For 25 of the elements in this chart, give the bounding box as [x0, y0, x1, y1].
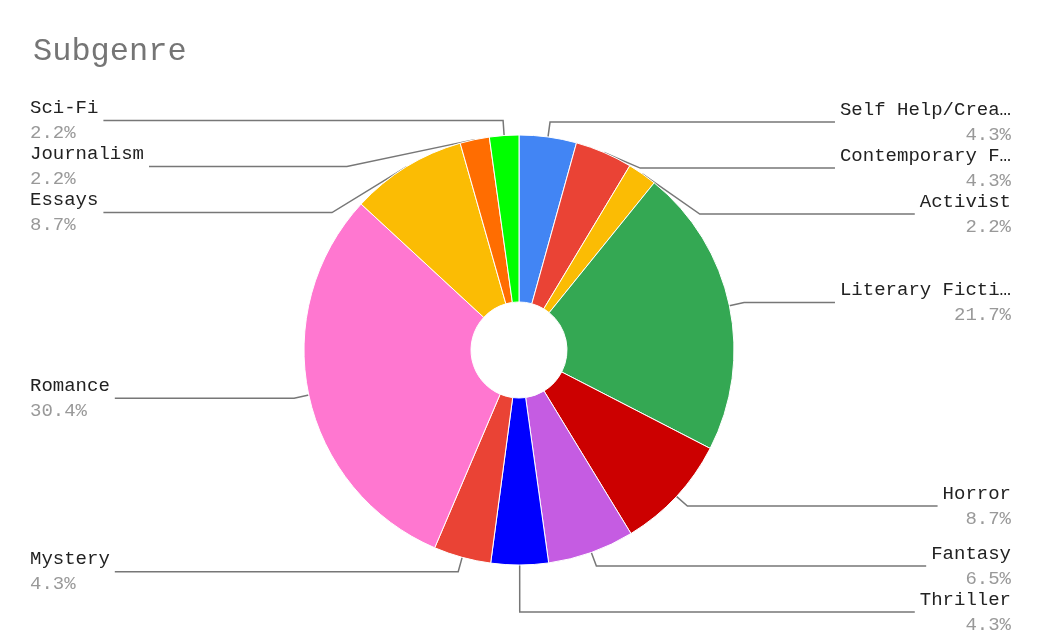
data-label: 21.7% — [953, 303, 1012, 326]
slice-label: Essays — [30, 189, 99, 212]
data-label: 2.2% — [965, 215, 1012, 238]
slice-label: Mystery — [30, 548, 110, 571]
slice-label: Thriller — [919, 588, 1011, 611]
slice-label: Sci-Fi — [30, 97, 99, 120]
data-label: 2.2% — [30, 122, 77, 145]
data-label: 4.3% — [965, 613, 1012, 635]
data-label: 30.4% — [30, 399, 88, 422]
data-label: 6.5% — [965, 567, 1012, 590]
slice-label: Journalism — [30, 143, 145, 166]
data-label: 8.7% — [965, 507, 1012, 530]
slice-label: Activist — [919, 190, 1011, 213]
slice-label: Literary Ficti… — [839, 278, 1011, 301]
data-label: 2.2% — [30, 168, 77, 191]
slice-label: Romance — [30, 374, 110, 397]
data-label: 4.3% — [965, 169, 1012, 192]
data-label: 8.7% — [30, 214, 77, 237]
slice-label: Fantasy — [931, 542, 1011, 565]
slice-label: Contemporary F… — [839, 144, 1011, 167]
data-label: 4.3% — [965, 123, 1012, 146]
slice-label: Self Help/Crea… — [839, 98, 1011, 121]
slice-label: Horror — [942, 482, 1011, 505]
data-label: 4.3% — [30, 573, 77, 596]
chart-title: Subgenre — [33, 32, 187, 70]
